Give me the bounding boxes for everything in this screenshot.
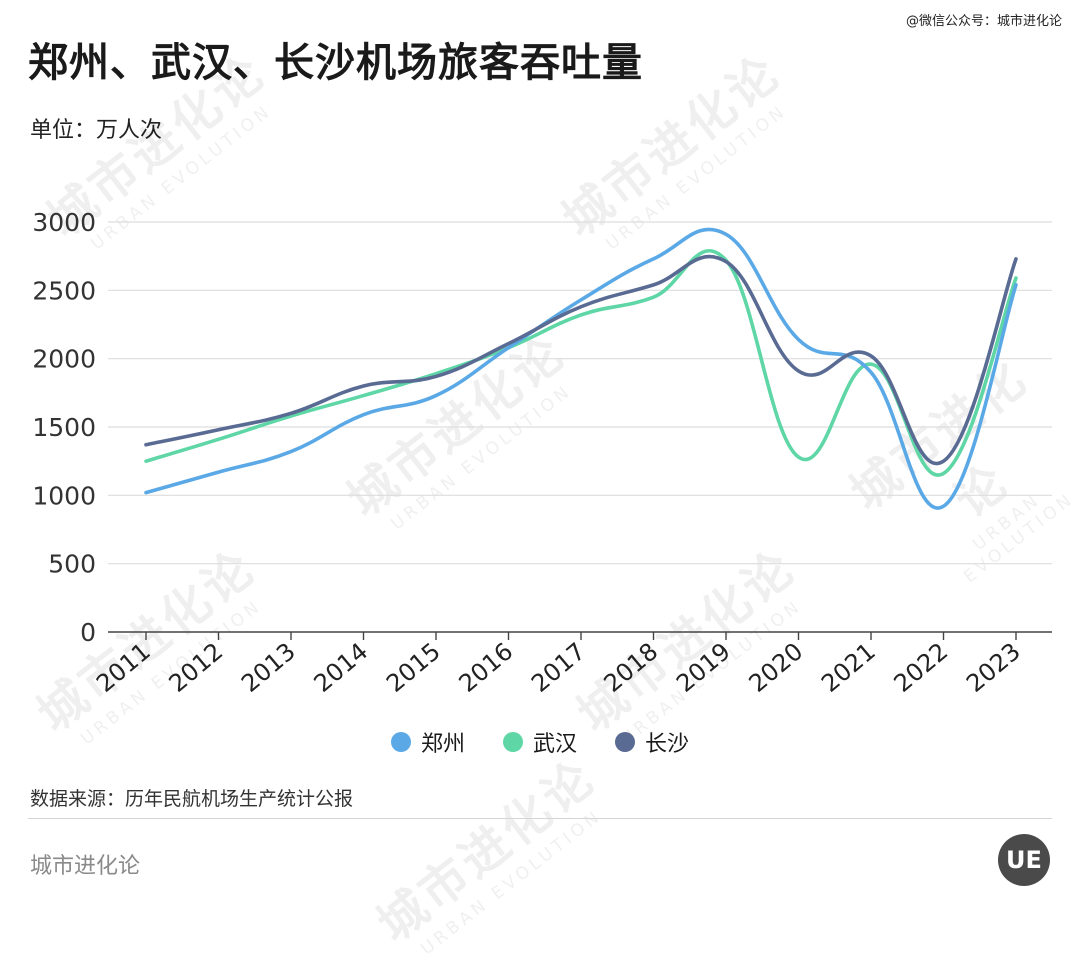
legend-label: 长沙	[645, 732, 690, 757]
y-tick-label: 0	[80, 618, 96, 647]
data-source: 数据来源：历年民航机场生产统计公报	[30, 788, 354, 810]
x-tick-label: 2015	[381, 637, 446, 698]
y-tick-label: 3000	[32, 208, 96, 237]
series-line-wuhan	[144, 249, 1018, 477]
x-tick-label: 2020	[744, 637, 809, 698]
x-tick-label: 2016	[454, 637, 519, 698]
brand-logo: UE	[998, 834, 1050, 886]
chart-legend: 郑州 武汉 长沙	[0, 726, 1080, 758]
x-tick-label: 2012	[164, 637, 229, 698]
legend-dot-icon	[390, 732, 411, 752]
series-line-changsha	[144, 254, 1018, 466]
legend-label: 武汉	[532, 732, 577, 757]
footer-divider	[28, 818, 1052, 819]
y-tick-label: 1000	[32, 481, 96, 510]
x-tick-label: 2023	[961, 637, 1026, 698]
x-tick-label: 2021	[816, 637, 881, 698]
unit-label: 单位：万人次	[30, 118, 163, 143]
y-tick-label: 2500	[32, 276, 96, 305]
legend-item-zhengzhou: 郑州	[390, 726, 465, 758]
x-tick-label: 2013	[236, 637, 301, 698]
watermark: 城市进化论 URBAN EVOLUTION	[367, 748, 607, 960]
y-tick-label: 500	[48, 550, 96, 579]
legend-label: 郑州	[420, 732, 465, 757]
footer-brand: 城市进化论	[30, 854, 141, 879]
source-credit: @微信公众号：城市进化论	[905, 14, 1062, 29]
x-tick-label: 2017	[526, 637, 591, 698]
y-tick-label: 2000	[32, 345, 96, 374]
chart-title: 郑州、武汉、长沙机场旅客吞吐量	[28, 40, 643, 86]
line-chart: 0 500 1000 1500 2000 2500 3000 2011 2012 2013 2014…	[32, 208, 1052, 698]
legend-dot-icon	[615, 732, 635, 752]
legend-item-wuhan: 武汉	[502, 726, 577, 758]
x-tick-label: 2018	[599, 637, 664, 698]
x-tick-label: 2011	[91, 637, 156, 698]
legend-item-changsha: 长沙	[615, 726, 689, 758]
y-tick-label: 1500	[32, 413, 96, 442]
series-line-zhengzhou	[144, 227, 1018, 510]
x-tick-label: 2022	[889, 637, 954, 698]
x-tick-label: 2019	[671, 637, 736, 698]
x-tick-label: 2014	[309, 637, 374, 698]
legend-dot-icon	[502, 732, 523, 752]
